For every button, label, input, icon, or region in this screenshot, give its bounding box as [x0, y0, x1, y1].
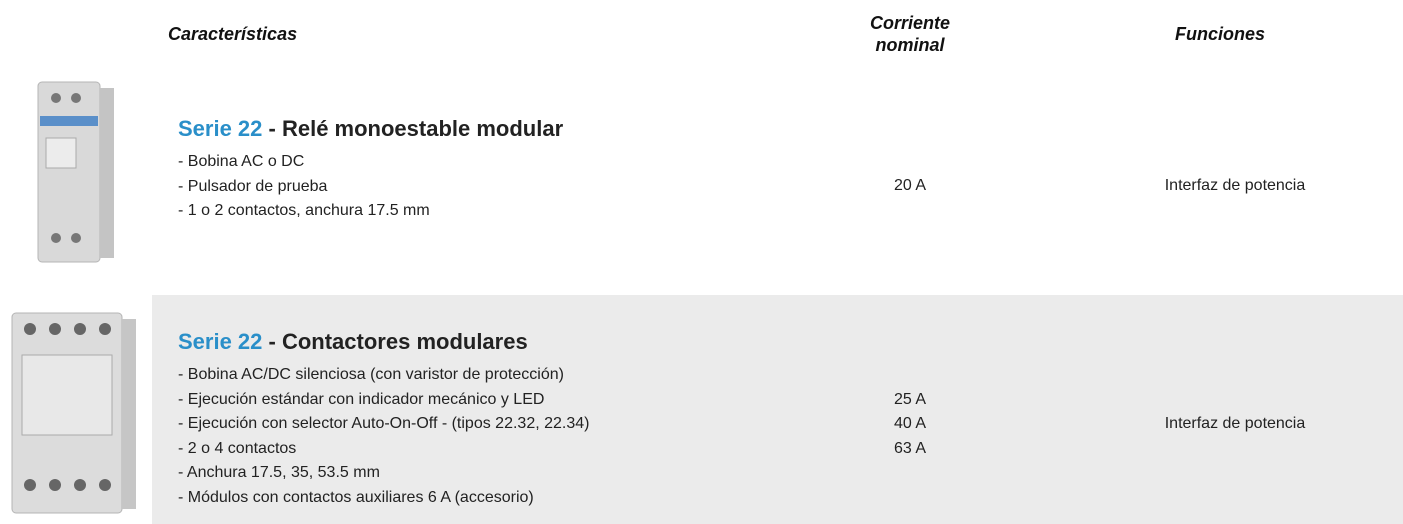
current-value: 40 A — [893, 415, 927, 432]
feature-item: - 2 o 4 contactos — [178, 439, 297, 457]
feature-item: - Módulos con contactos auxiliares 6 A (… — [178, 488, 534, 506]
product-image — [11, 312, 136, 514]
row-background — [152, 295, 1403, 524]
feature-item: - Ejecución con selector Auto-On-Off - (… — [178, 415, 590, 432]
header-features: Características — [168, 24, 298, 44]
feature-item: - Bobina AC/DC silenciosa (con varistor … — [178, 366, 564, 383]
series-name: Serie 22 — [178, 329, 263, 354]
feature-item: - Anchura 17.5, 35, 53.5 mm — [178, 464, 380, 481]
current-value: 20 A — [893, 177, 927, 194]
product-title: - Relé monoestable modular — [268, 116, 564, 141]
product-image — [37, 81, 114, 263]
header-current-line: Corriente — [869, 13, 950, 33]
function-text: Interfaz de potencia — [1164, 415, 1306, 432]
feature-list: - Bobina AC o DC - Pulsador de prueba - 1 … — [178, 150, 430, 224]
row-title: Serie 22 - Contactores modulares — [178, 329, 528, 355]
header-current: Corriente nominal — [830, 12, 990, 56]
function-text: Interfaz de potencia — [1164, 177, 1306, 194]
header-functions: Funciones — [1174, 24, 1265, 44]
feature-item: - Pulsador de prueba — [178, 177, 328, 195]
current-value: 25 A — [893, 390, 927, 408]
current-list: 20 A — [860, 174, 960, 199]
feature-item: - Bobina AC o DC — [178, 153, 305, 170]
header-current-line: nominal — [875, 35, 945, 55]
current-value: 63 A — [893, 439, 927, 457]
feature-item: - Ejecución estándar con indicador mecán… — [178, 390, 545, 408]
feature-item: - 1 o 2 contactos, anchura 17.5 mm — [178, 202, 430, 219]
series-name: Serie 22 — [178, 116, 263, 141]
product-title: - Contactores modulares — [268, 329, 528, 354]
current-list: 25 A 40 A 63 A — [860, 388, 960, 462]
feature-list: - Bobina AC/DC silenciosa (con varistor … — [178, 363, 589, 510]
row-title: Serie 22 - Relé monoestable modular — [178, 116, 563, 142]
